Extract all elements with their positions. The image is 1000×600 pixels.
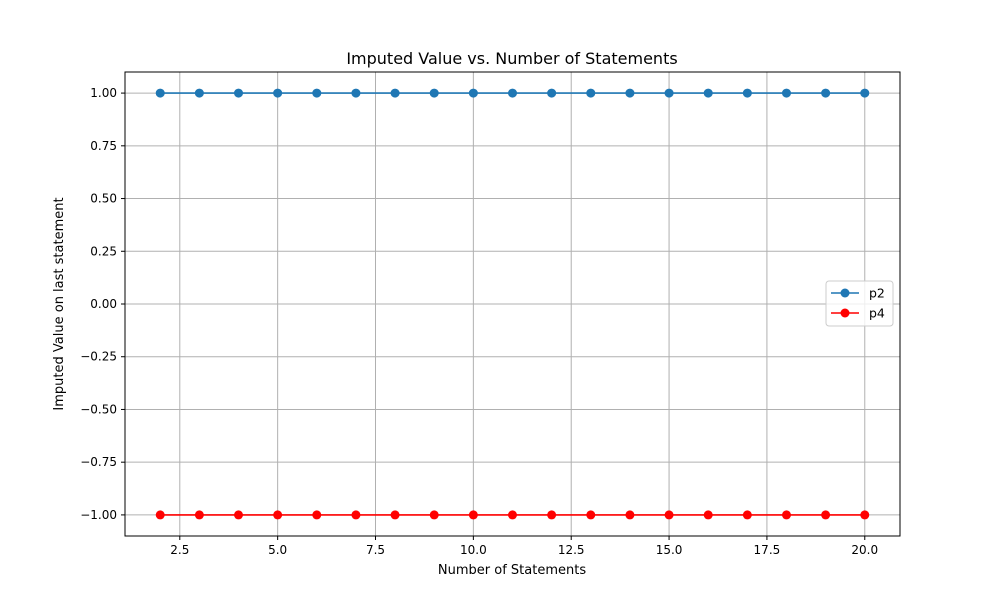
- x-tick-label: 10.0: [460, 543, 487, 557]
- data-point-p4: [860, 510, 870, 520]
- data-point-p2: [586, 88, 596, 98]
- data-point-p4: [821, 510, 831, 520]
- y-tick-label: 1.00: [90, 86, 117, 100]
- chart-title: Imputed Value vs. Number of Statements: [346, 49, 677, 68]
- data-point-p2: [351, 88, 361, 98]
- data-point-p2: [273, 88, 283, 98]
- y-axis-ticks: −1.00 −0.75 −0.50 −0.25 0.00 0.25 0.50 0.75 1.00: [80, 86, 125, 522]
- data-point-p2: [664, 88, 674, 98]
- data-point-p4: [312, 510, 322, 520]
- data-point-p2: [703, 88, 713, 98]
- x-axis-ticks: 2.5 5.0 7.5 10.0 12.5 15.0 17.5 20.0: [170, 536, 878, 557]
- data-point-p4: [508, 510, 517, 520]
- x-tick-label: 5.0: [268, 543, 287, 557]
- data-point-p4: [625, 510, 635, 520]
- data-point-p4: [742, 510, 752, 520]
- data-point-p2: [781, 88, 791, 98]
- y-tick-label: −0.75: [80, 455, 117, 469]
- y-tick-label: −0.50: [80, 402, 117, 416]
- series-layer: [155, 88, 870, 520]
- x-tick-label: 17.5: [754, 543, 781, 557]
- data-point-p2: [508, 88, 517, 98]
- data-point-p4: [351, 510, 361, 520]
- x-axis-label: Number of Statements: [438, 563, 586, 578]
- data-point-p2: [742, 88, 752, 98]
- x-tick-label: 7.5: [366, 543, 385, 557]
- data-point-p2: [547, 88, 557, 98]
- data-point-p4: [194, 510, 204, 520]
- y-tick-label: 0.25: [90, 244, 117, 258]
- legend-label-p2: p2: [869, 286, 885, 301]
- y-tick-label: −0.25: [80, 350, 117, 364]
- data-point-p2: [821, 88, 831, 98]
- data-point-p2: [234, 88, 244, 98]
- data-point-p4: [664, 510, 674, 520]
- data-point-p2: [312, 88, 322, 98]
- series-p4: [155, 510, 870, 520]
- data-point-p4: [155, 510, 165, 520]
- data-point-p4: [547, 510, 557, 520]
- data-point-p2: [625, 88, 635, 98]
- x-tick-label: 15.0: [656, 543, 683, 557]
- y-tick-label: 0.00: [90, 297, 117, 311]
- data-point-p4: [273, 510, 283, 520]
- y-axis-label: Imputed Value on last statement: [52, 197, 67, 410]
- x-tick-label: 2.5: [170, 543, 189, 557]
- data-point-p4: [586, 510, 596, 520]
- data-point-p2: [860, 88, 870, 98]
- y-tick-label: 0.50: [90, 192, 117, 206]
- y-tick-label: −1.00: [80, 508, 117, 522]
- legend-marker-p4: [840, 308, 850, 318]
- data-point-p2: [155, 88, 165, 98]
- grid-lines: [125, 72, 900, 536]
- y-tick-label: 0.75: [90, 139, 117, 153]
- data-point-p2: [194, 88, 204, 98]
- data-point-p4: [781, 510, 791, 520]
- data-point-p2: [390, 88, 400, 98]
- x-tick-label: 12.5: [558, 543, 585, 557]
- data-point-p4: [234, 510, 244, 520]
- legend-marker-p2: [840, 288, 850, 298]
- data-point-p2: [429, 88, 439, 98]
- data-point-p4: [468, 510, 478, 520]
- data-point-p4: [703, 510, 713, 520]
- legend-label-p4: p4: [869, 306, 885, 321]
- data-point-p4: [429, 510, 439, 520]
- x-tick-label: 20.0: [851, 543, 878, 557]
- data-point-p4: [390, 510, 400, 520]
- data-point-p2: [468, 88, 478, 98]
- series-p2: [155, 88, 870, 98]
